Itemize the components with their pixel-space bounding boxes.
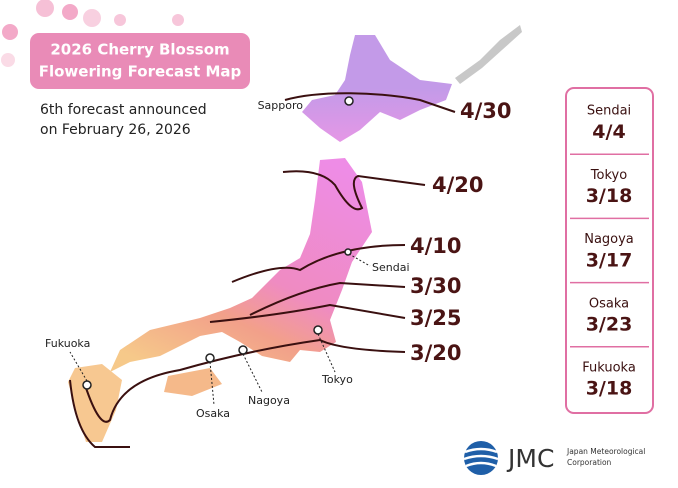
title: 2026 Cherry Blossom <box>50 41 229 59</box>
logo-name: Japan Meteorological <box>566 447 645 456</box>
isoline <box>284 92 456 113</box>
logo-mark: JMC <box>506 444 554 473</box>
isoline-label: 3/20 <box>410 341 462 365</box>
panel-date: 3/18 <box>586 378 633 400</box>
city-label: Sendai <box>372 261 410 274</box>
forecast-list: Sendai 4/4 Tokyo 3/18 Nagoya 3/17 Osaka 3/23 Fuk… <box>570 104 649 400</box>
leader <box>209 361 215 406</box>
shikoku <box>164 368 222 396</box>
kuril-islands <box>455 25 522 84</box>
title-box <box>30 33 250 89</box>
isoline <box>84 338 406 423</box>
isoline-label: 4/20 <box>432 173 484 197</box>
city-markers <box>82 96 354 390</box>
logo-waves <box>463 447 499 468</box>
city-label: Tokyo <box>321 373 353 386</box>
city-dot <box>313 325 323 335</box>
japan-map <box>68 25 522 442</box>
subtitle: 6th forecast announced <box>40 102 207 118</box>
forecast-panel <box>565 87 654 414</box>
panel-city: Fukuoka <box>582 360 636 375</box>
logo-name: Corporation <box>567 458 612 467</box>
isoline-label: 3/25 <box>410 306 462 330</box>
panel-city: Tokyo <box>590 168 627 183</box>
city-label: Fukuoka <box>45 337 90 350</box>
isoline <box>69 379 130 448</box>
leader <box>69 351 88 382</box>
isoline <box>231 244 406 283</box>
isolines <box>69 92 456 448</box>
panel-city: Sendai <box>587 104 631 119</box>
city-label: Nagoya <box>248 394 290 407</box>
city-dot <box>205 353 215 363</box>
city-dot <box>344 96 354 106</box>
hokkaido <box>302 35 452 142</box>
isoline <box>209 303 406 323</box>
city-dot <box>82 380 92 390</box>
panel-date: 4/4 <box>592 121 625 143</box>
isoline-label: 4/10 <box>410 234 462 258</box>
city-label: Osaka <box>196 407 230 420</box>
subtitle: on February 26, 2026 <box>40 122 191 138</box>
isoline-label: 3/30 <box>410 274 462 298</box>
panel-city: Nagoya <box>584 232 634 247</box>
logo: JMC Japan Meteorological Corporation <box>463 441 645 475</box>
title: Flowering Forecast Map <box>39 63 242 81</box>
isoline-label: 4/30 <box>460 99 512 123</box>
leader <box>242 353 263 393</box>
city-label: Sapporo <box>258 99 304 112</box>
kyushu <box>68 364 122 442</box>
city-dot <box>344 248 352 256</box>
isoline <box>282 170 426 211</box>
panel-city: Osaka <box>589 296 629 311</box>
leaders <box>69 253 371 406</box>
leader <box>348 253 371 267</box>
city-dot <box>238 345 248 355</box>
leader <box>317 333 336 373</box>
honshu <box>110 158 372 372</box>
blossom-decoration <box>1 0 184 67</box>
panel-date: 3/17 <box>586 249 633 271</box>
panel-date: 3/18 <box>586 185 633 207</box>
isoline <box>249 281 406 316</box>
panel-date: 3/23 <box>586 313 633 335</box>
